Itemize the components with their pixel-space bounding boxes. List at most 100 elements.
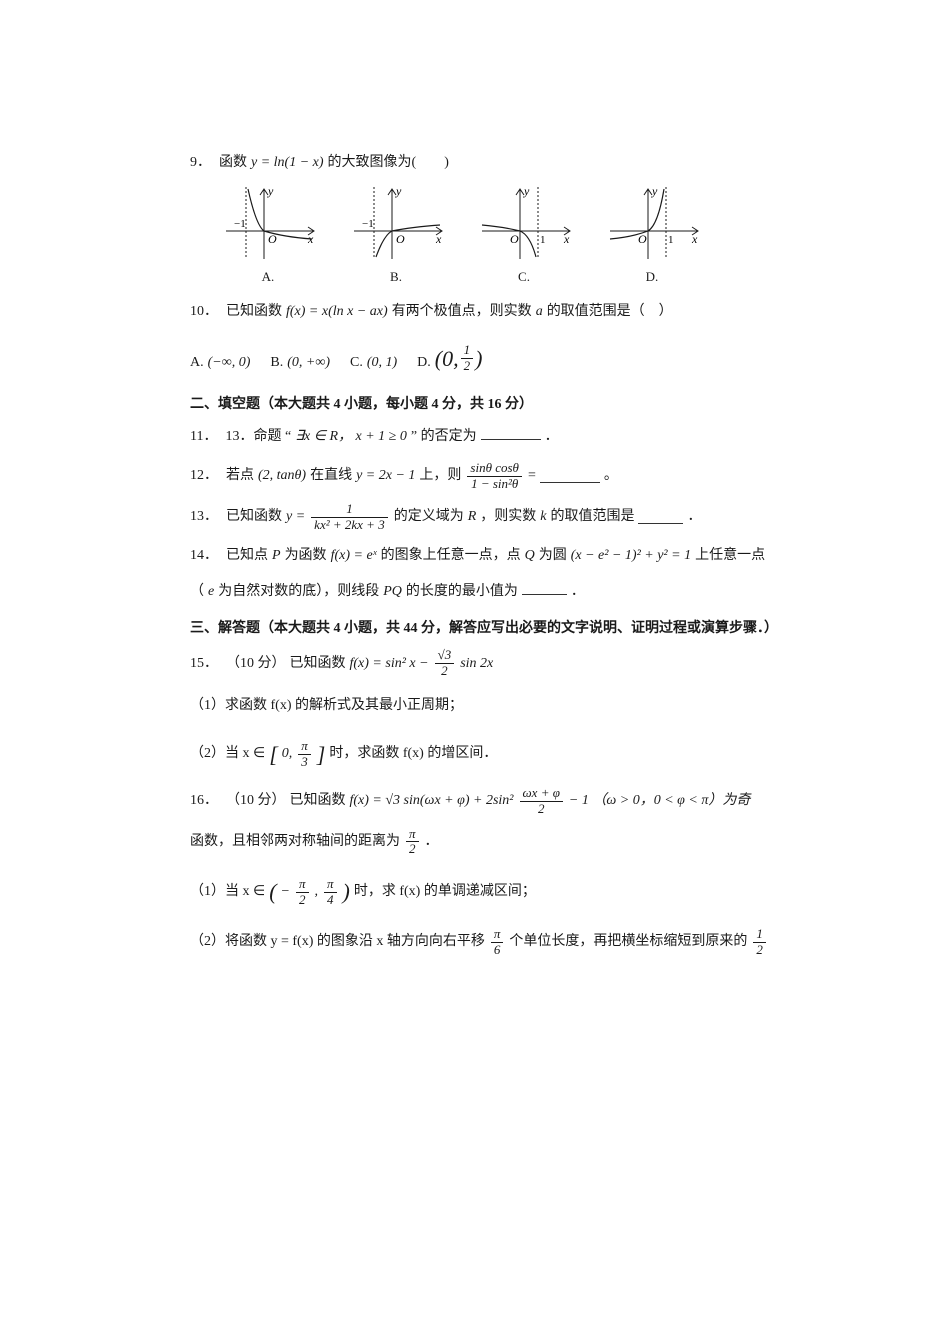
q16-p1-neg: − bbox=[281, 879, 290, 906]
q9-number: 9． bbox=[190, 150, 211, 177]
svg-text:1: 1 bbox=[540, 234, 546, 246]
question-10: 10． 已知函数 f(x) = x(ln x − ax) 有两个极值点，则实数 … bbox=[190, 299, 845, 379]
q10-b-val: (0, +∞) bbox=[287, 350, 330, 377]
q13-post: ，则实数 bbox=[480, 504, 536, 531]
q16-p1-pre: （1）当 x ∈ bbox=[190, 879, 265, 906]
q11-post: ” 的否定为 bbox=[411, 424, 477, 451]
svg-text:O: O bbox=[510, 232, 519, 246]
q9-svg-b: y O x −1 bbox=[346, 183, 446, 261]
q14-mid1: 为函数 bbox=[285, 543, 327, 570]
q9-svg-d: y O x 1 bbox=[602, 183, 702, 261]
q10-opt-b: B. (0, +∞) bbox=[270, 350, 330, 377]
svg-text:y: y bbox=[651, 184, 658, 198]
q13-frac-d: kx² + 2kx + 3 bbox=[311, 518, 388, 533]
svg-text:−1: −1 bbox=[234, 218, 246, 230]
svg-text:y: y bbox=[395, 184, 402, 198]
question-13: 13． 已知函数 y = 1 kx² + 2kx + 3 的定义域为 R ，则实… bbox=[190, 502, 845, 533]
q14-pre: 已知点 bbox=[226, 543, 268, 570]
q16-p1-f2: π 4 bbox=[324, 877, 337, 908]
question-11: 11． 13．命题 “ ∃x ∈ R， x + 1 ≥ 0 ” 的否定为 ． bbox=[190, 424, 845, 451]
q16-frac1-n: ωx + φ bbox=[520, 786, 563, 801]
svg-text:y: y bbox=[267, 184, 274, 198]
q16-p1-f2-d: 4 bbox=[324, 893, 337, 908]
q15-stem: 15． （10 分） 已知函数 f(x) = sin² x − √3 2 sin… bbox=[190, 648, 845, 679]
q10-d-frac-n: 1 bbox=[461, 343, 474, 358]
q13-k: k bbox=[540, 504, 546, 531]
q14-l2-mid: 为自然对数的底），则线段 bbox=[218, 579, 379, 606]
q10-d-open: (0, bbox=[435, 338, 459, 380]
q16-l2-end: ． bbox=[425, 829, 439, 856]
q12-frac-d: 1 − sin²θ bbox=[468, 477, 521, 492]
q9-svg-c: y O x 1 bbox=[474, 183, 574, 261]
q16-p1-f1: π 2 bbox=[296, 877, 309, 908]
q15-p2: （2）当 x ∈ [ 0, π 3 ] 时，求函数 f(x) 的增区间． bbox=[190, 734, 845, 776]
q15-pts: （10 分） bbox=[226, 651, 286, 678]
q11-line: 11． 13．命题 “ ∃x ∈ R， x + 1 ≥ 0 ” 的否定为 ． bbox=[190, 424, 845, 451]
q12-blank bbox=[540, 469, 600, 483]
q15-number: 15． bbox=[190, 651, 218, 678]
q14-mid2: 的图象上任意一点，点 bbox=[381, 543, 521, 570]
q15-p2-brL: [ bbox=[269, 734, 278, 776]
q16-frac1: ωx + φ 2 bbox=[520, 786, 563, 817]
q15-p2-post: 时，求函数 f(x) 的增区间． bbox=[329, 741, 497, 768]
q16-number: 16． bbox=[190, 788, 218, 815]
q14-number: 14． bbox=[190, 543, 218, 570]
q10-pre: 已知函数 bbox=[226, 299, 282, 326]
q10-number: 10． bbox=[190, 299, 218, 326]
section-2-heading: 二、填空题（本大题共 4 小题，每小题 4 分，共 16 分） bbox=[190, 392, 845, 419]
q10-a-val: (−∞, 0) bbox=[208, 350, 251, 377]
q14-l2-pre: （ bbox=[190, 579, 204, 606]
q13-pre: 已知函数 bbox=[226, 504, 282, 531]
q15-frac-d: 2 bbox=[438, 664, 451, 679]
q9-text-post: 的大致图像为( ) bbox=[328, 150, 449, 177]
q10-opt-c: C. (0, 1) bbox=[350, 350, 397, 377]
q15-rhs: sin 2x bbox=[460, 651, 493, 678]
q16-p1-brL: ( bbox=[269, 871, 276, 913]
q14-pq: PQ bbox=[383, 579, 402, 606]
q11-pre: 13．命题 “ bbox=[225, 424, 291, 451]
q10-opt-a: A. (−∞, 0) bbox=[190, 350, 250, 377]
svg-text:x: x bbox=[435, 232, 442, 246]
svg-text:−1: −1 bbox=[362, 218, 374, 230]
q16-p2-f1-n: π bbox=[491, 927, 504, 942]
q11-end: ． bbox=[545, 424, 559, 451]
q16-p2-f1-d: 6 bbox=[491, 943, 504, 958]
q10-func: f(x) = x(ln x − ax) bbox=[286, 299, 388, 326]
q12-eq: = bbox=[528, 463, 536, 490]
q16-p1-comma: , bbox=[315, 879, 319, 906]
q13-frac: 1 kx² + 2kx + 3 bbox=[311, 502, 388, 533]
q11-blank bbox=[481, 426, 541, 440]
q12-mid1: 在直线 bbox=[310, 463, 352, 490]
q12-frac-n: sinθ cosθ bbox=[467, 461, 522, 476]
svg-text:y: y bbox=[523, 184, 530, 198]
q13-number: 13． bbox=[190, 504, 218, 531]
q15-p1: （1）求函数 f(x) 的解析式及其最小正周期； bbox=[190, 693, 845, 720]
q15-p2-frac: π 3 bbox=[298, 739, 311, 770]
q10-d-frac-d: 2 bbox=[461, 359, 474, 374]
q15-p2-lo: 0, bbox=[282, 741, 293, 768]
q16-p2: （2）将函数 y = f(x) 的图象沿 x 轴方向向右平移 π 6 个单位长度… bbox=[190, 927, 845, 958]
q9-graph-d: y O x 1 D. bbox=[602, 183, 702, 290]
q9-graph-a: y O x −1 A. bbox=[218, 183, 318, 290]
q9-opt-b-label: B. bbox=[390, 265, 402, 290]
q14-mid4: 上任意一点 bbox=[695, 543, 765, 570]
q9-func: y = ln(1 − x) bbox=[251, 150, 324, 177]
q16-pre: 已知函数 bbox=[290, 788, 346, 815]
q16-frac1-d: 2 bbox=[535, 802, 548, 817]
q9-graph-b: y O x −1 B. bbox=[346, 183, 446, 290]
q10-opt-d: D. (0, 1 2 ) bbox=[417, 338, 482, 380]
q9-graph-c: y O x 1 C. bbox=[474, 183, 574, 290]
q14-p: P bbox=[272, 543, 281, 570]
q16-stem1: 16． （10 分） 已知函数 f(x) = √3 sin(ωx + φ) + … bbox=[190, 786, 845, 817]
q16-p1-post: 时，求 f(x) 的单调递减区间； bbox=[354, 879, 536, 906]
q16-p1-f1-d: 2 bbox=[296, 893, 309, 908]
q15-frac: √3 2 bbox=[435, 648, 455, 679]
q16-lhs: f(x) = √3 sin(ωx + φ) + 2sin² bbox=[350, 788, 514, 815]
q10-post: 的取值范围是（ ） bbox=[547, 299, 673, 326]
q14-e: e bbox=[208, 579, 214, 606]
q10-stem: 10． 已知函数 f(x) = x(ln x − ax) 有两个极值点，则实数 … bbox=[190, 299, 845, 326]
q16-p1-f1-n: π bbox=[296, 877, 309, 892]
q15-frac-n: √3 bbox=[435, 648, 455, 663]
q16-frac2: π 2 bbox=[406, 827, 419, 858]
question-14: 14． 已知点 P 为函数 f(x) = eˣ 的图象上任意一点，点 Q 为圆 … bbox=[190, 543, 845, 606]
